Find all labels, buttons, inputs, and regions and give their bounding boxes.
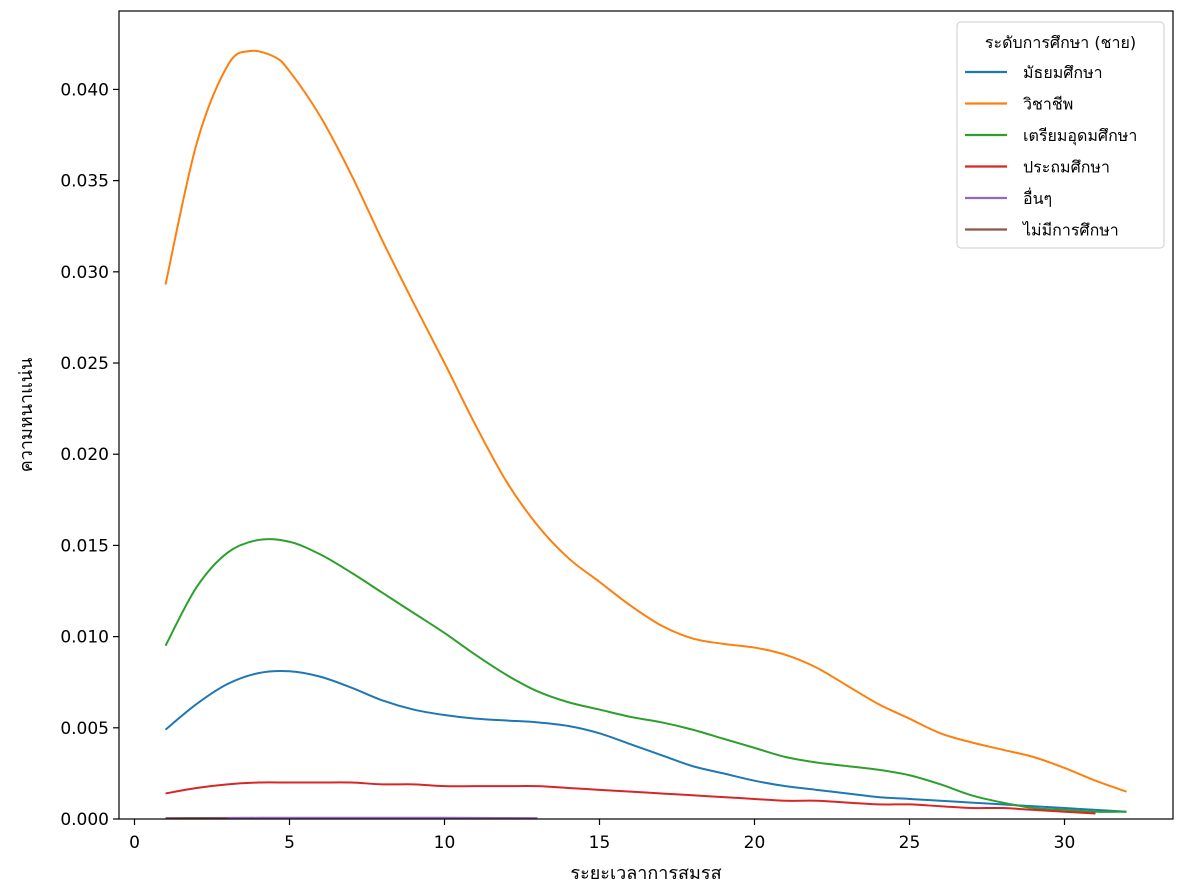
y-tick-label: 0.000 [60, 810, 109, 830]
y-tick-label: 0.005 [60, 719, 109, 739]
y-tick-label: 0.035 [60, 172, 109, 192]
y-tick-label: 0.030 [60, 263, 109, 283]
x-tick-label: 20 [744, 833, 766, 853]
legend-label: อื่นๆ [1023, 187, 1052, 208]
y-axis-label: ความหนาแน่น [16, 358, 37, 473]
x-tick-label: 10 [434, 833, 456, 853]
legend-label: ประถมศึกษา [1023, 158, 1110, 177]
y-tick-label: 0.015 [60, 536, 109, 556]
x-tick-label: 0 [129, 833, 140, 853]
y-tick-label: 0.020 [60, 445, 109, 465]
series-line-1 [164, 669, 1127, 813]
x-tick-label: 30 [1054, 833, 1076, 853]
legend-label: ไม่มีการศึกษา [1021, 221, 1119, 240]
series-line-3 [164, 538, 1127, 813]
series-line-4 [165, 781, 1096, 815]
series-line-2 [164, 49, 1127, 793]
legend-title: ระดับการศึกษา (ชาย) [985, 33, 1136, 52]
x-axis-label: ระยะเวลาการสมรส [570, 863, 721, 884]
y-tick-label: 0.040 [60, 80, 109, 100]
x-tick-label: 25 [899, 833, 921, 853]
plot-lines [164, 49, 1127, 820]
y-tick-label: 0.010 [60, 628, 109, 648]
legend-label: วิชาชีพ [1023, 95, 1073, 114]
legend-items: มัธยมศึกษาวิชาชีพเตรียมอุดมศึกษาประถมศึก… [965, 63, 1137, 240]
legend-box [956, 21, 1165, 249]
x-tick-label: 5 [284, 833, 295, 853]
y-tick-label: 0.025 [60, 354, 109, 374]
legend-label: เตรียมอุดมศึกษา [1023, 126, 1137, 146]
x-tick-label: 15 [589, 833, 611, 853]
y-axis-ticks: 0.000 0.005 0.010 0.015 0.020 0.025 0.030 0.035… [60, 80, 119, 830]
plot-frame [118, 10, 1174, 820]
x-axis-ticks: 0 5 10 15 20 25 30 [129, 819, 1075, 853]
legend: ระดับการศึกษา (ชาย) มัธยมศึกษาวิชาชีพเตร… [956, 21, 1165, 249]
legend-label: มัธยมศึกษา [1023, 63, 1103, 82]
